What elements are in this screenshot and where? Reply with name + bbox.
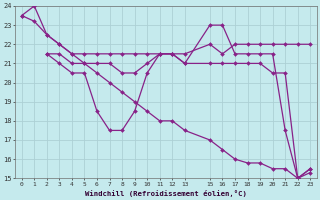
X-axis label: Windchill (Refroidissement éolien,°C): Windchill (Refroidissement éolien,°C) <box>85 190 247 197</box>
